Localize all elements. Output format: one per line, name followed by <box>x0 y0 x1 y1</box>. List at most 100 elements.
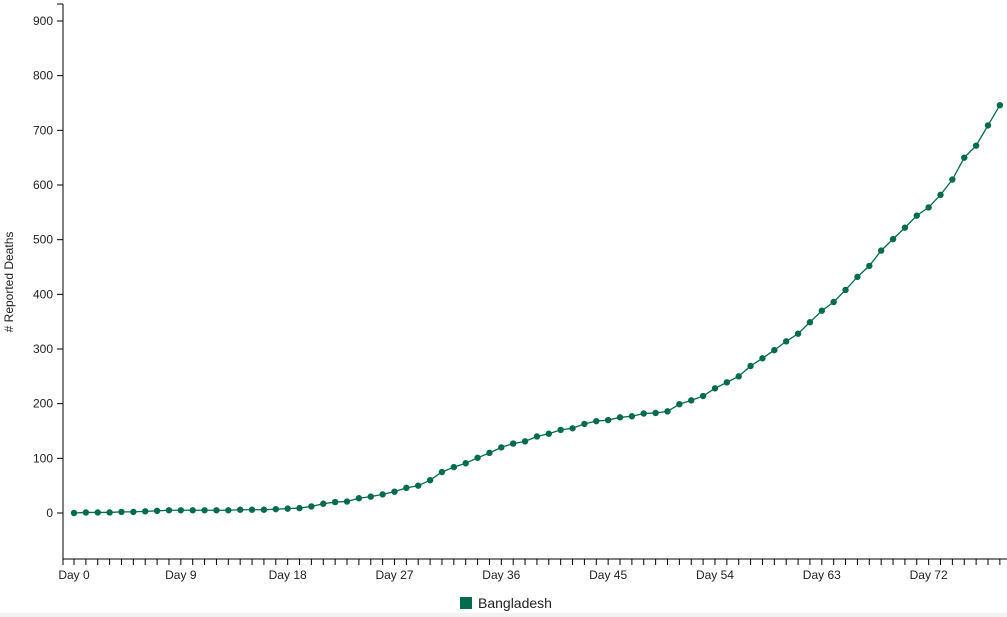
data-point-day-55 <box>723 379 731 386</box>
data-point-day-77 <box>984 122 992 129</box>
data-point-day-48 <box>640 410 647 417</box>
y-tick-label-900: 900 <box>33 14 53 28</box>
y-tick-label-0: 0 <box>46 506 53 520</box>
data-point-day-29 <box>415 482 422 489</box>
data-point-day-52 <box>688 397 695 404</box>
x-tick-label-day-0: Day 0 <box>58 568 90 582</box>
y-tick-label-500: 500 <box>33 233 53 247</box>
data-point-day-17 <box>272 505 279 513</box>
series-bangladesh <box>70 101 1004 517</box>
x-tick-label-day-54: Day 54 <box>696 568 734 582</box>
data-point-day-1 <box>82 509 90 516</box>
data-point-day-38 <box>521 438 529 445</box>
data-point-day-46 <box>616 414 624 421</box>
y-tick-label-200: 200 <box>33 397 53 411</box>
data-point-day-49 <box>652 409 659 417</box>
y-axis: 0 100 200 300 400 500 600 700 800 900 <box>33 3 64 559</box>
data-point-day-2 <box>94 509 101 516</box>
legend: Bangladesh <box>460 595 552 611</box>
y-tick-label-600: 600 <box>33 178 53 192</box>
y-axis-title: # Reported Deaths <box>2 232 16 333</box>
data-point-day-42 <box>569 425 576 432</box>
data-point-day-22 <box>331 498 339 506</box>
data-point-day-56 <box>735 373 742 380</box>
data-point-day-73 <box>937 191 944 199</box>
data-point-day-57 <box>747 362 754 370</box>
data-point-day-26 <box>379 491 386 498</box>
data-point-day-0 <box>70 509 78 517</box>
data-point-day-60 <box>783 338 790 345</box>
data-point-day-59 <box>771 346 778 354</box>
y-tick-label-400: 400 <box>33 287 53 301</box>
data-point-day-69 <box>889 235 897 243</box>
x-tick-label-day-36: Day 36 <box>482 568 520 582</box>
data-point-day-68 <box>877 247 885 254</box>
data-point-day-24 <box>355 495 363 502</box>
data-point-day-43 <box>581 420 588 428</box>
x-tick-label-day-63: Day 63 <box>803 568 841 582</box>
data-point-day-16 <box>260 506 268 513</box>
data-point-day-58 <box>759 355 766 362</box>
y-tick-label-100: 100 <box>33 451 53 465</box>
data-point-day-10 <box>189 507 196 514</box>
data-point-day-35 <box>486 449 493 457</box>
data-point-day-36 <box>498 444 505 451</box>
x-tick-label-day-27: Day 27 <box>375 568 413 582</box>
data-point-day-71 <box>913 212 920 219</box>
data-point-day-63 <box>818 307 826 314</box>
data-point-day-39 <box>533 433 541 440</box>
data-point-day-25 <box>367 493 374 500</box>
data-point-day-12 <box>213 507 220 514</box>
data-point-day-76 <box>972 142 980 149</box>
data-point-day-3 <box>106 509 113 516</box>
data-point-day-66 <box>854 273 861 281</box>
data-point-day-74 <box>949 176 956 183</box>
y-tick-label-800: 800 <box>33 69 53 83</box>
y-tick-label-700: 700 <box>33 123 53 137</box>
data-point-day-61 <box>794 330 802 337</box>
data-point-day-34 <box>474 454 481 461</box>
x-tick-label-day-18: Day 18 <box>269 568 307 582</box>
data-point-day-31 <box>438 468 446 476</box>
x-tick-label-day-9: Day 9 <box>165 568 197 582</box>
data-point-day-41 <box>557 426 564 434</box>
data-point-day-28 <box>403 484 410 492</box>
x-tick-label-day-72: Day 72 <box>910 568 948 582</box>
data-point-day-78 <box>996 101 1004 109</box>
data-point-day-64 <box>830 298 837 306</box>
plot-area <box>70 101 1004 517</box>
y-tick-label-300: 300 <box>33 342 53 356</box>
data-point-day-37 <box>509 440 517 447</box>
data-point-day-18 <box>284 505 291 512</box>
data-point-day-72 <box>925 204 932 211</box>
data-point-day-65 <box>842 286 849 294</box>
series-line-bangladesh <box>73 104 1001 514</box>
data-point-day-47 <box>628 413 636 420</box>
data-point-day-4 <box>118 508 125 516</box>
data-point-day-21 <box>320 500 327 507</box>
data-point-day-32 <box>450 463 458 471</box>
data-point-day-7 <box>153 507 161 515</box>
data-point-day-11 <box>201 507 208 514</box>
data-point-day-50 <box>664 408 671 415</box>
legend-label-bangladesh: Bangladesh <box>478 595 552 611</box>
data-point-day-51 <box>676 401 683 408</box>
data-point-day-44 <box>593 417 600 425</box>
data-point-day-8 <box>165 507 173 514</box>
data-point-day-40 <box>545 430 552 437</box>
data-point-day-13 <box>225 507 232 514</box>
data-point-day-30 <box>426 477 434 484</box>
legend-swatch <box>460 597 472 609</box>
data-point-day-14 <box>236 506 244 513</box>
data-point-day-67 <box>866 262 873 270</box>
x-tick-label-day-45: Day 45 <box>589 568 627 582</box>
data-point-day-23 <box>343 498 351 505</box>
data-point-day-54 <box>711 385 719 392</box>
data-point-day-19 <box>296 504 303 512</box>
data-point-day-5 <box>130 508 137 516</box>
data-point-day-33 <box>462 460 469 467</box>
data-point-day-15 <box>248 506 256 513</box>
data-point-day-62 <box>806 319 814 326</box>
data-point-day-75 <box>961 154 968 161</box>
